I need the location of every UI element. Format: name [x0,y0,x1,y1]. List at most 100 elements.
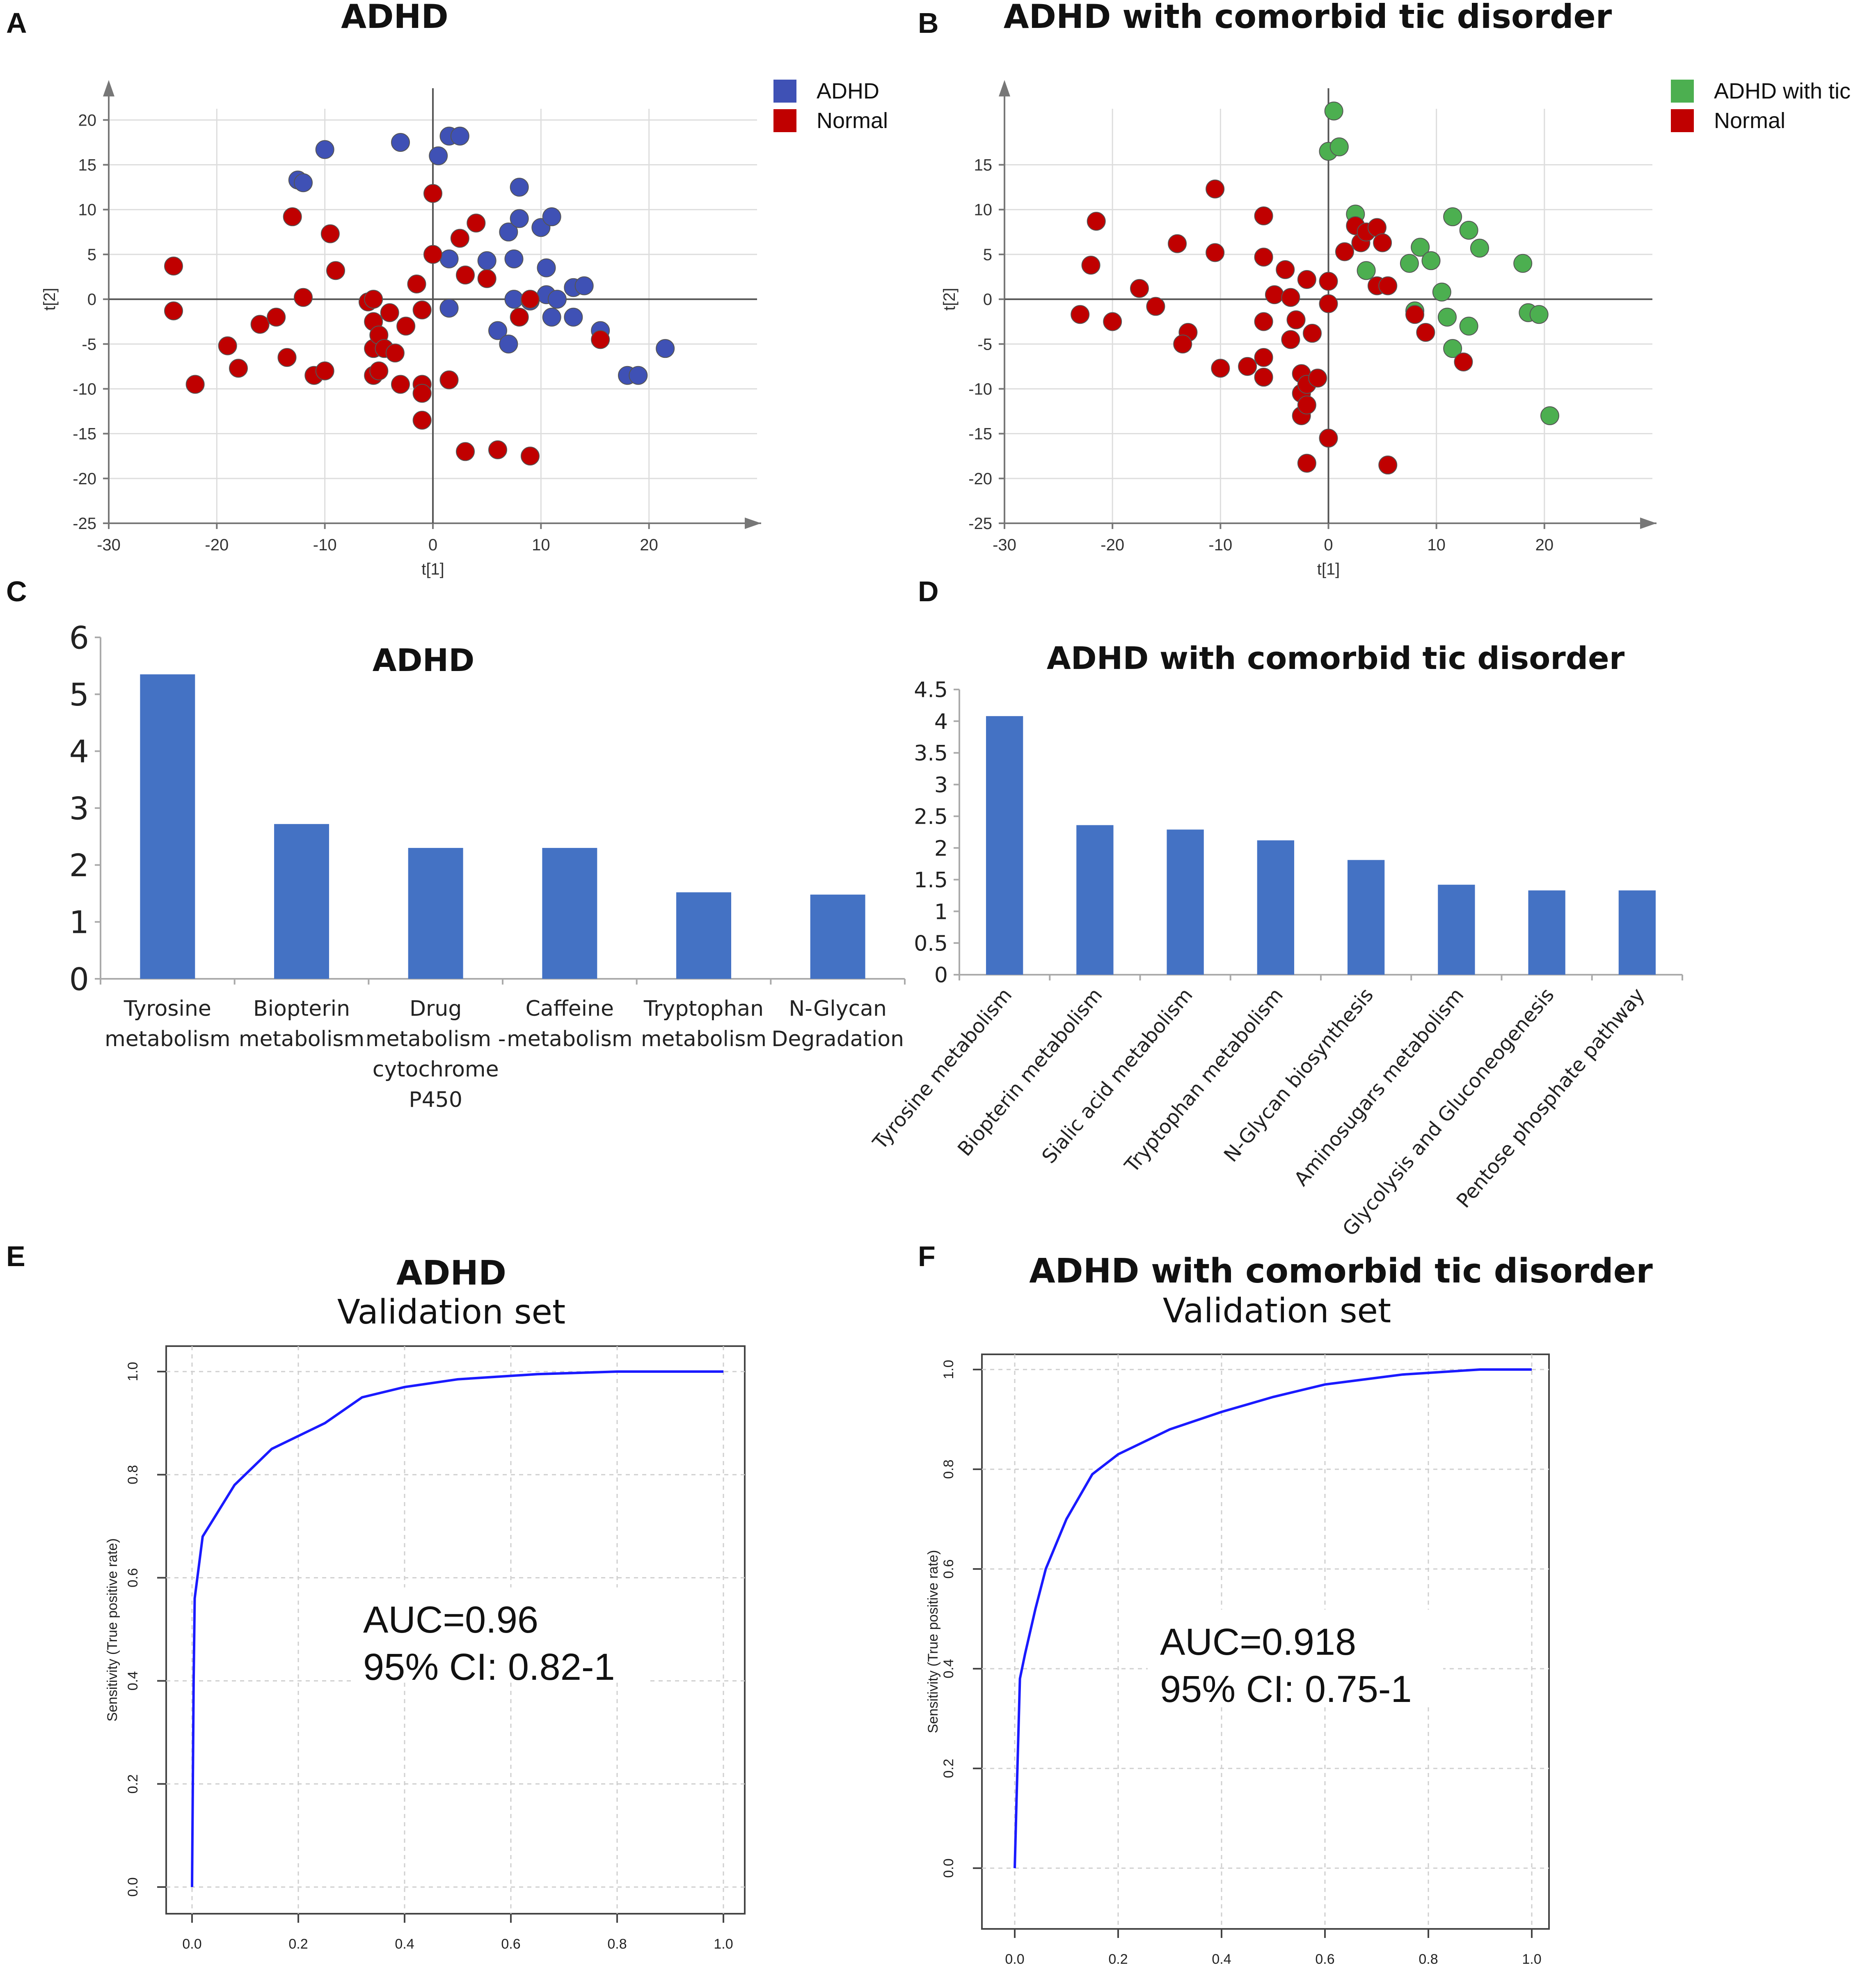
y-tick-label: 0.0 [941,1858,956,1878]
data-point-series-2 [267,307,286,327]
data-point-series-2 [591,330,610,349]
category-label-line: Tryptophan [643,996,764,1021]
data-point-series-2 [467,213,486,233]
x-tick-label: 0.8 [1419,1951,1438,1967]
data-point-series-1 [629,366,648,385]
data-point-series-2 [1405,305,1425,324]
data-point-series-2 [369,361,389,380]
plot-frame [981,1354,1550,1930]
data-point-series-1 [1411,238,1430,257]
data-point-series-2 [277,348,297,367]
panel-c: C ADHD 0 1 2 3 4 5 6 Tyrosine metabolism Biopteri… [6,575,906,1112]
data-point-series-2 [1071,305,1090,324]
roc-curve [191,1370,723,1887]
data-point-series-2 [1254,206,1273,225]
data-point-series-1 [1432,282,1451,302]
data-point-series-2 [1211,359,1230,378]
data-point-series-1 [504,290,524,309]
auc-annotation-line: 95% CI: 0.82-1 [363,1646,615,1688]
category-label-line: metabolism [641,1027,766,1051]
y-tick-label: 10 [974,201,993,219]
x-tick-label: 0.2 [1108,1951,1128,1967]
data-point-series-1 [1513,254,1533,273]
y-tick-label: 2 [934,836,948,861]
data-point-series-1 [510,178,529,197]
category-label-line: Tyrosine [124,996,211,1021]
category-label-line: Degradation [771,1027,904,1051]
y-tick-label: 4 [69,733,89,770]
bar [1438,884,1475,975]
y-tick-label: 6 [69,619,89,656]
panel-f-roc-chart: 0.0 0.2 0.4 0.6 0.8 1.0 0.0 0.2 0.4 0.6 0.8 1.0 AUC=… [925,1354,1550,1967]
y-tick-label: 15 [78,156,97,174]
data-point-series-2 [1297,395,1316,415]
panel-f: F ADHD with comorbid tic disorder Valida… [918,1240,1653,1967]
data-point-series-2 [1146,297,1165,316]
y-tick-label: 0 [934,963,948,988]
data-point-series-2 [412,300,432,320]
bar [1076,825,1114,975]
data-point-series-2 [320,224,340,243]
y-tick-label: 0.8 [125,1465,141,1484]
data-point-series-1 [537,258,556,277]
panel-letter-d: D [918,575,939,607]
panel-c-title: ADHD [373,642,475,678]
y-axis-label: Sensitivity (True positive rate) [105,1538,120,1722]
data-point-series-1 [1400,254,1419,273]
data-point-series-2 [1103,312,1122,331]
y-tick-label: 2 [69,847,89,884]
x-tick-label: 0.8 [607,1936,627,1952]
data-point-series-1 [1443,339,1462,358]
data-point-series-2 [1265,285,1284,305]
x-tick-label: 0 [1324,536,1333,554]
panel-letter-b: B [918,7,939,39]
panel-b: B ADHD with comorbid tic disorder -30 -20… [918,0,1851,578]
data-point-series-2 [315,361,334,380]
y-tick-label: -10 [73,380,96,398]
panel-a-title: ADHD [341,0,448,36]
data-point-series-2 [1081,256,1101,275]
data-point-series-2 [456,442,475,461]
panel-f-title: ADHD with comorbid tic disorder [1029,1252,1653,1291]
data-point-series-2 [1454,352,1473,371]
legend-swatch [1671,80,1694,103]
y-tick-label: -10 [968,380,992,398]
data-point-series-1 [499,222,518,242]
data-point-series-2 [385,344,405,363]
y-axis-label: t[2] [41,288,59,311]
data-point-series-2 [294,288,313,307]
bar [810,894,865,979]
data-point-series-2 [229,359,248,378]
data-point-series-1 [1529,305,1549,324]
category-label-line: cytochrome [373,1057,499,1082]
data-point-series-2 [1254,368,1273,387]
data-point-series-2 [185,375,205,394]
x-tick-label: -10 [313,536,337,554]
data-point-series-1 [1540,406,1559,425]
data-point-series-1 [391,133,410,152]
data-point-series-2 [396,316,416,336]
y-tick-label: 4 [934,710,948,734]
data-point-series-2 [439,370,459,389]
y-tick-label: 5 [69,676,89,713]
data-point-series-1 [1470,238,1489,258]
data-point-series-2 [380,303,399,322]
y-tick-label: 0.6 [941,1559,956,1578]
panel-b-scatter: -30 -20 -10 0 10 20 -25 -20 -15 -10 -5 0 5 10 15 t[1] t[… [940,79,1851,578]
x-tick-label: 1.0 [714,1936,733,1952]
legend-label: ADHD with tic [1714,79,1851,103]
panel-letter-f: F [918,1240,936,1272]
data-point-series-2 [1319,294,1338,313]
y-tick-label: 3 [934,773,948,797]
bar [676,892,731,979]
legend-label: Normal [1714,108,1785,133]
y-tick-label: -20 [73,470,96,488]
y-tick-label: -15 [968,425,992,443]
y-axis-arrow [103,80,114,96]
panel-letter-e: E [6,1240,25,1272]
data-point-series-2 [1416,323,1435,342]
x-tick-label: 10 [1427,536,1446,554]
x-tick-label: 0.2 [288,1936,308,1952]
x-tick-label: 0.6 [1315,1951,1334,1967]
y-axis-label: Sensitivity (True positive rate) [925,1550,941,1734]
